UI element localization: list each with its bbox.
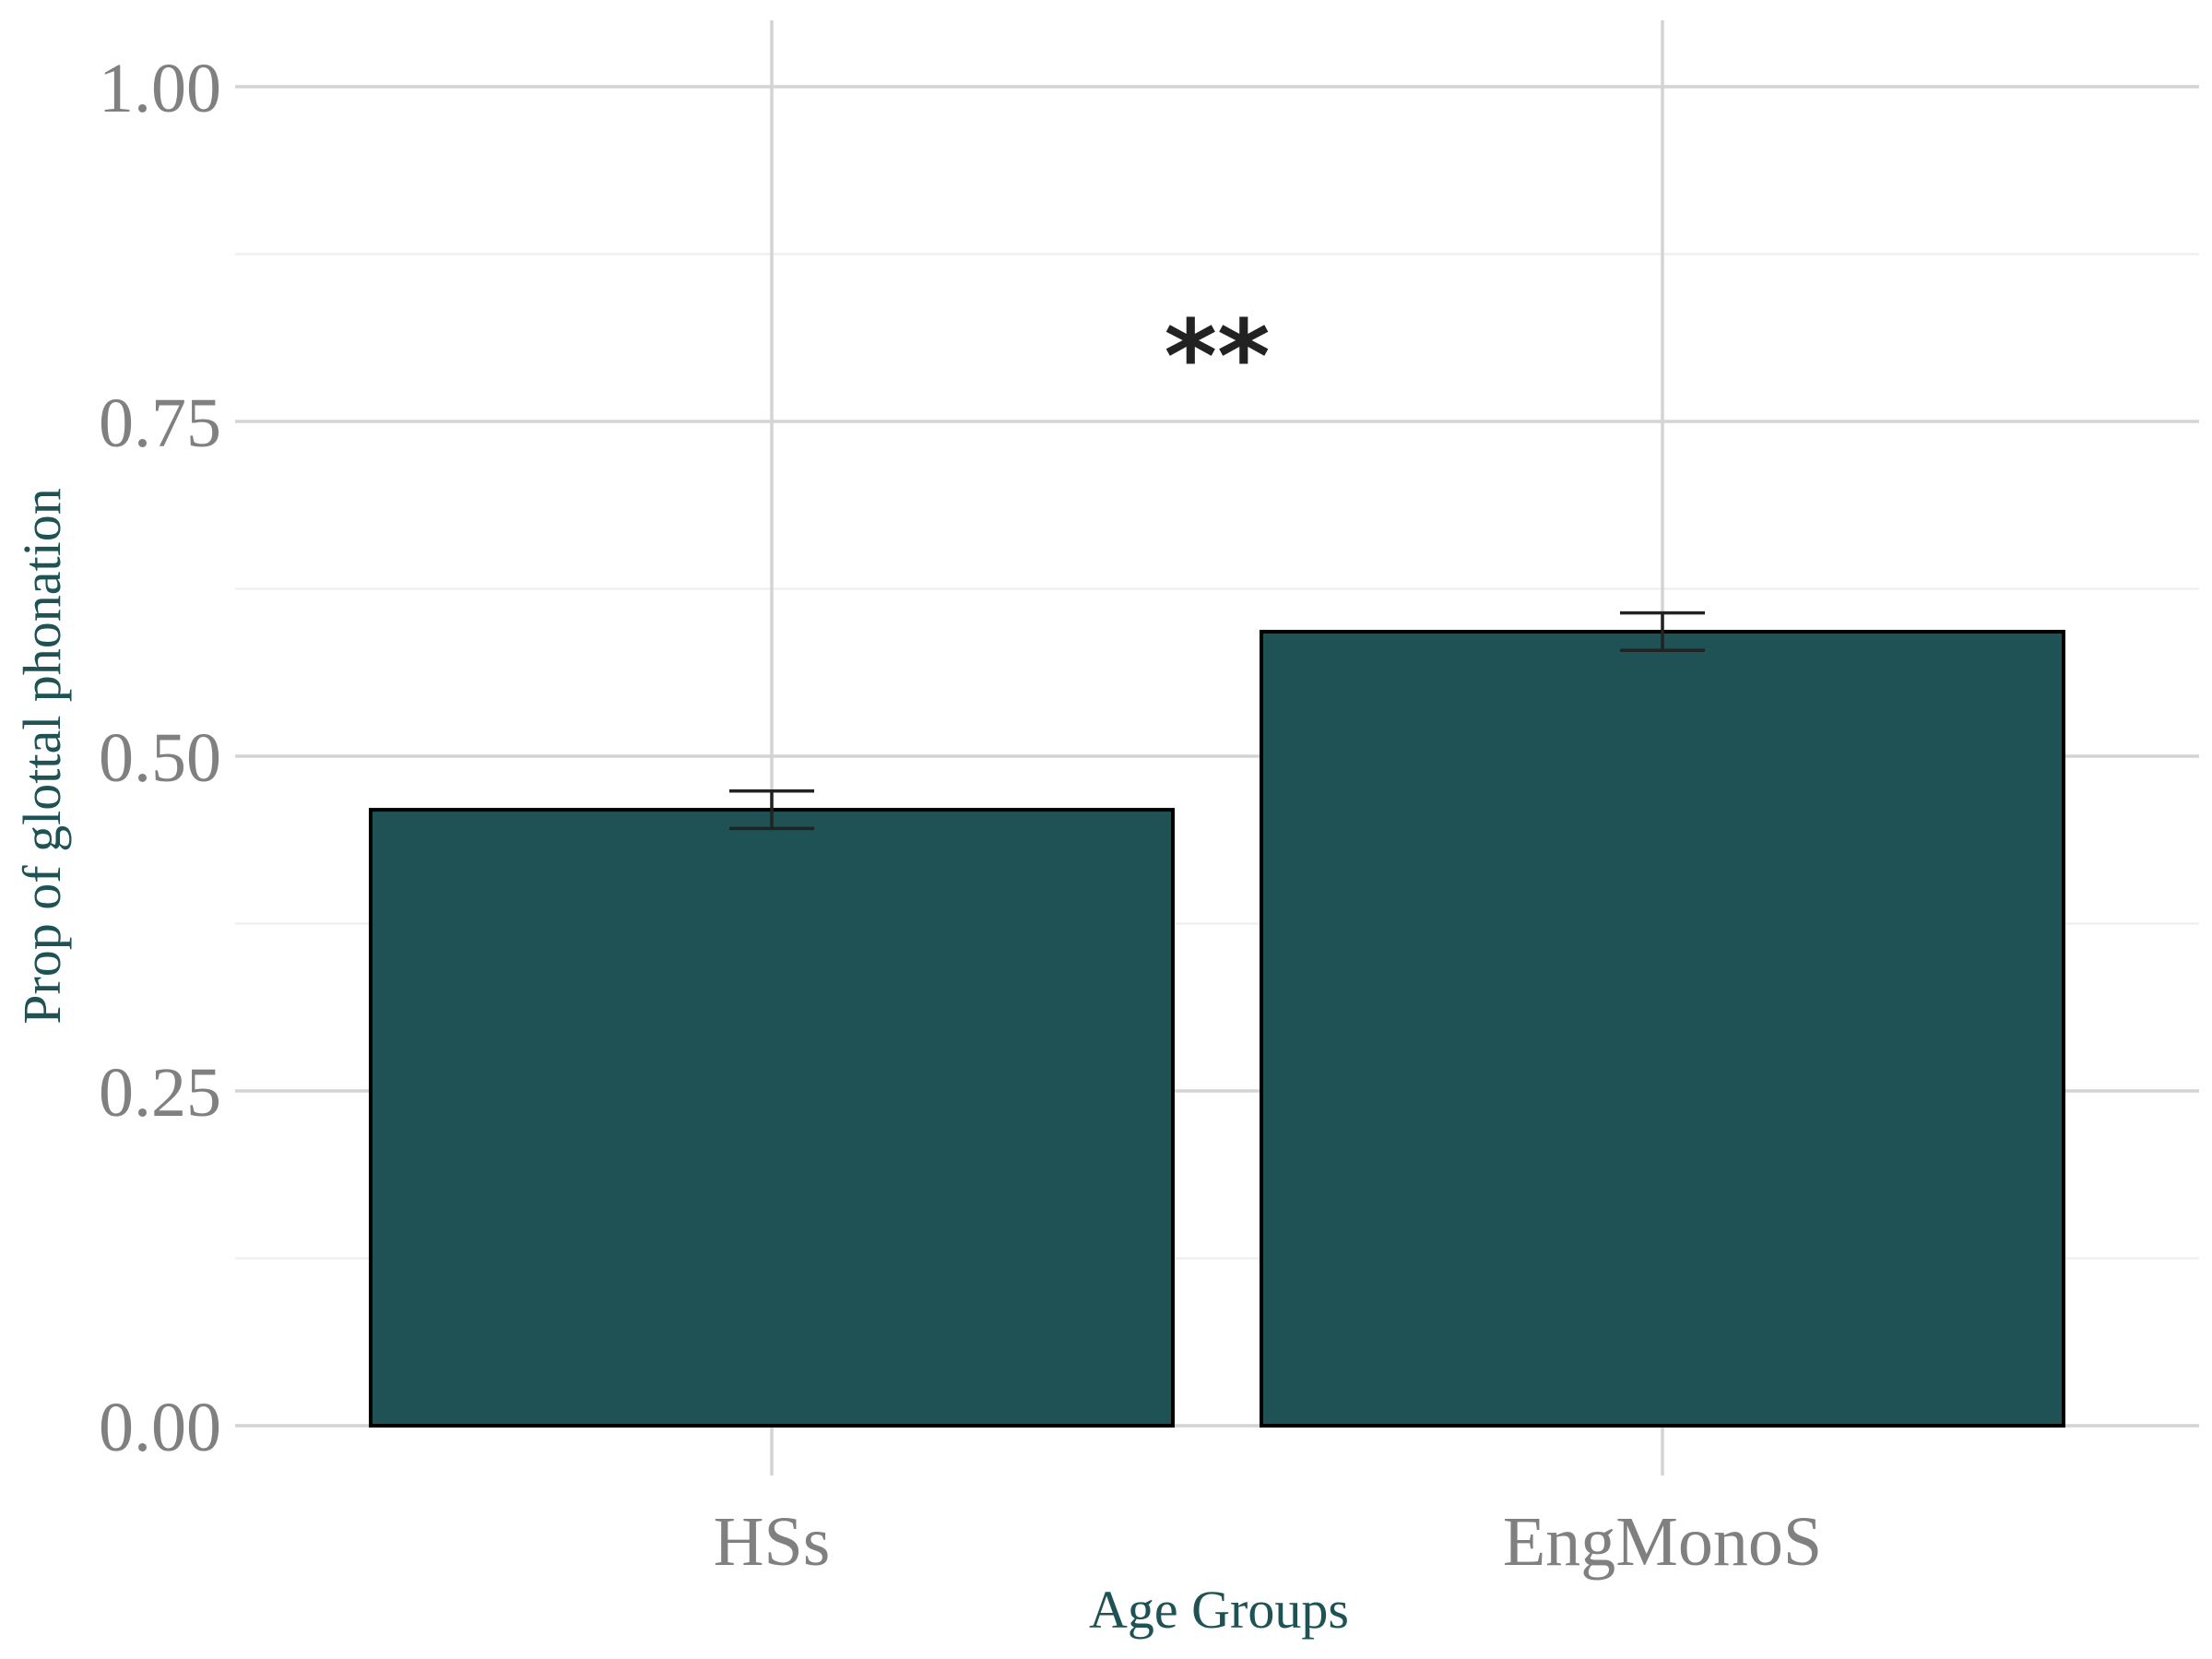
y-tick-label: 0.25 xyxy=(99,1054,221,1132)
y-tick-label: 1.00 xyxy=(99,50,221,127)
x-tick-label: EngMonoS xyxy=(1503,1503,1822,1581)
bars xyxy=(369,629,2065,1428)
y-tick-label: 0.75 xyxy=(99,385,221,462)
y-tick-labels: 0.00 0.25 0.50 0.75 1.00 xyxy=(99,50,221,1466)
y-tick-label: 0.50 xyxy=(99,719,221,797)
error-bars xyxy=(729,610,1705,831)
error-bar-EngMonoS xyxy=(1620,610,1705,653)
x-axis-title: Age Groups xyxy=(1089,1580,1349,1640)
significance-annotation: ** xyxy=(1164,298,1270,416)
y-axis-title: Prop of glottal phonation xyxy=(12,488,72,1025)
error-bar-HSs xyxy=(729,789,814,831)
annotations: ** xyxy=(1164,298,1270,416)
x-tick-label: HSs xyxy=(714,1503,831,1581)
x-tick-labels: HSs EngMonoS xyxy=(714,1503,1823,1581)
bar-HSs xyxy=(369,808,1175,1428)
y-tick-label: 0.00 xyxy=(99,1389,221,1466)
bar-EngMonoS xyxy=(1260,629,2065,1428)
